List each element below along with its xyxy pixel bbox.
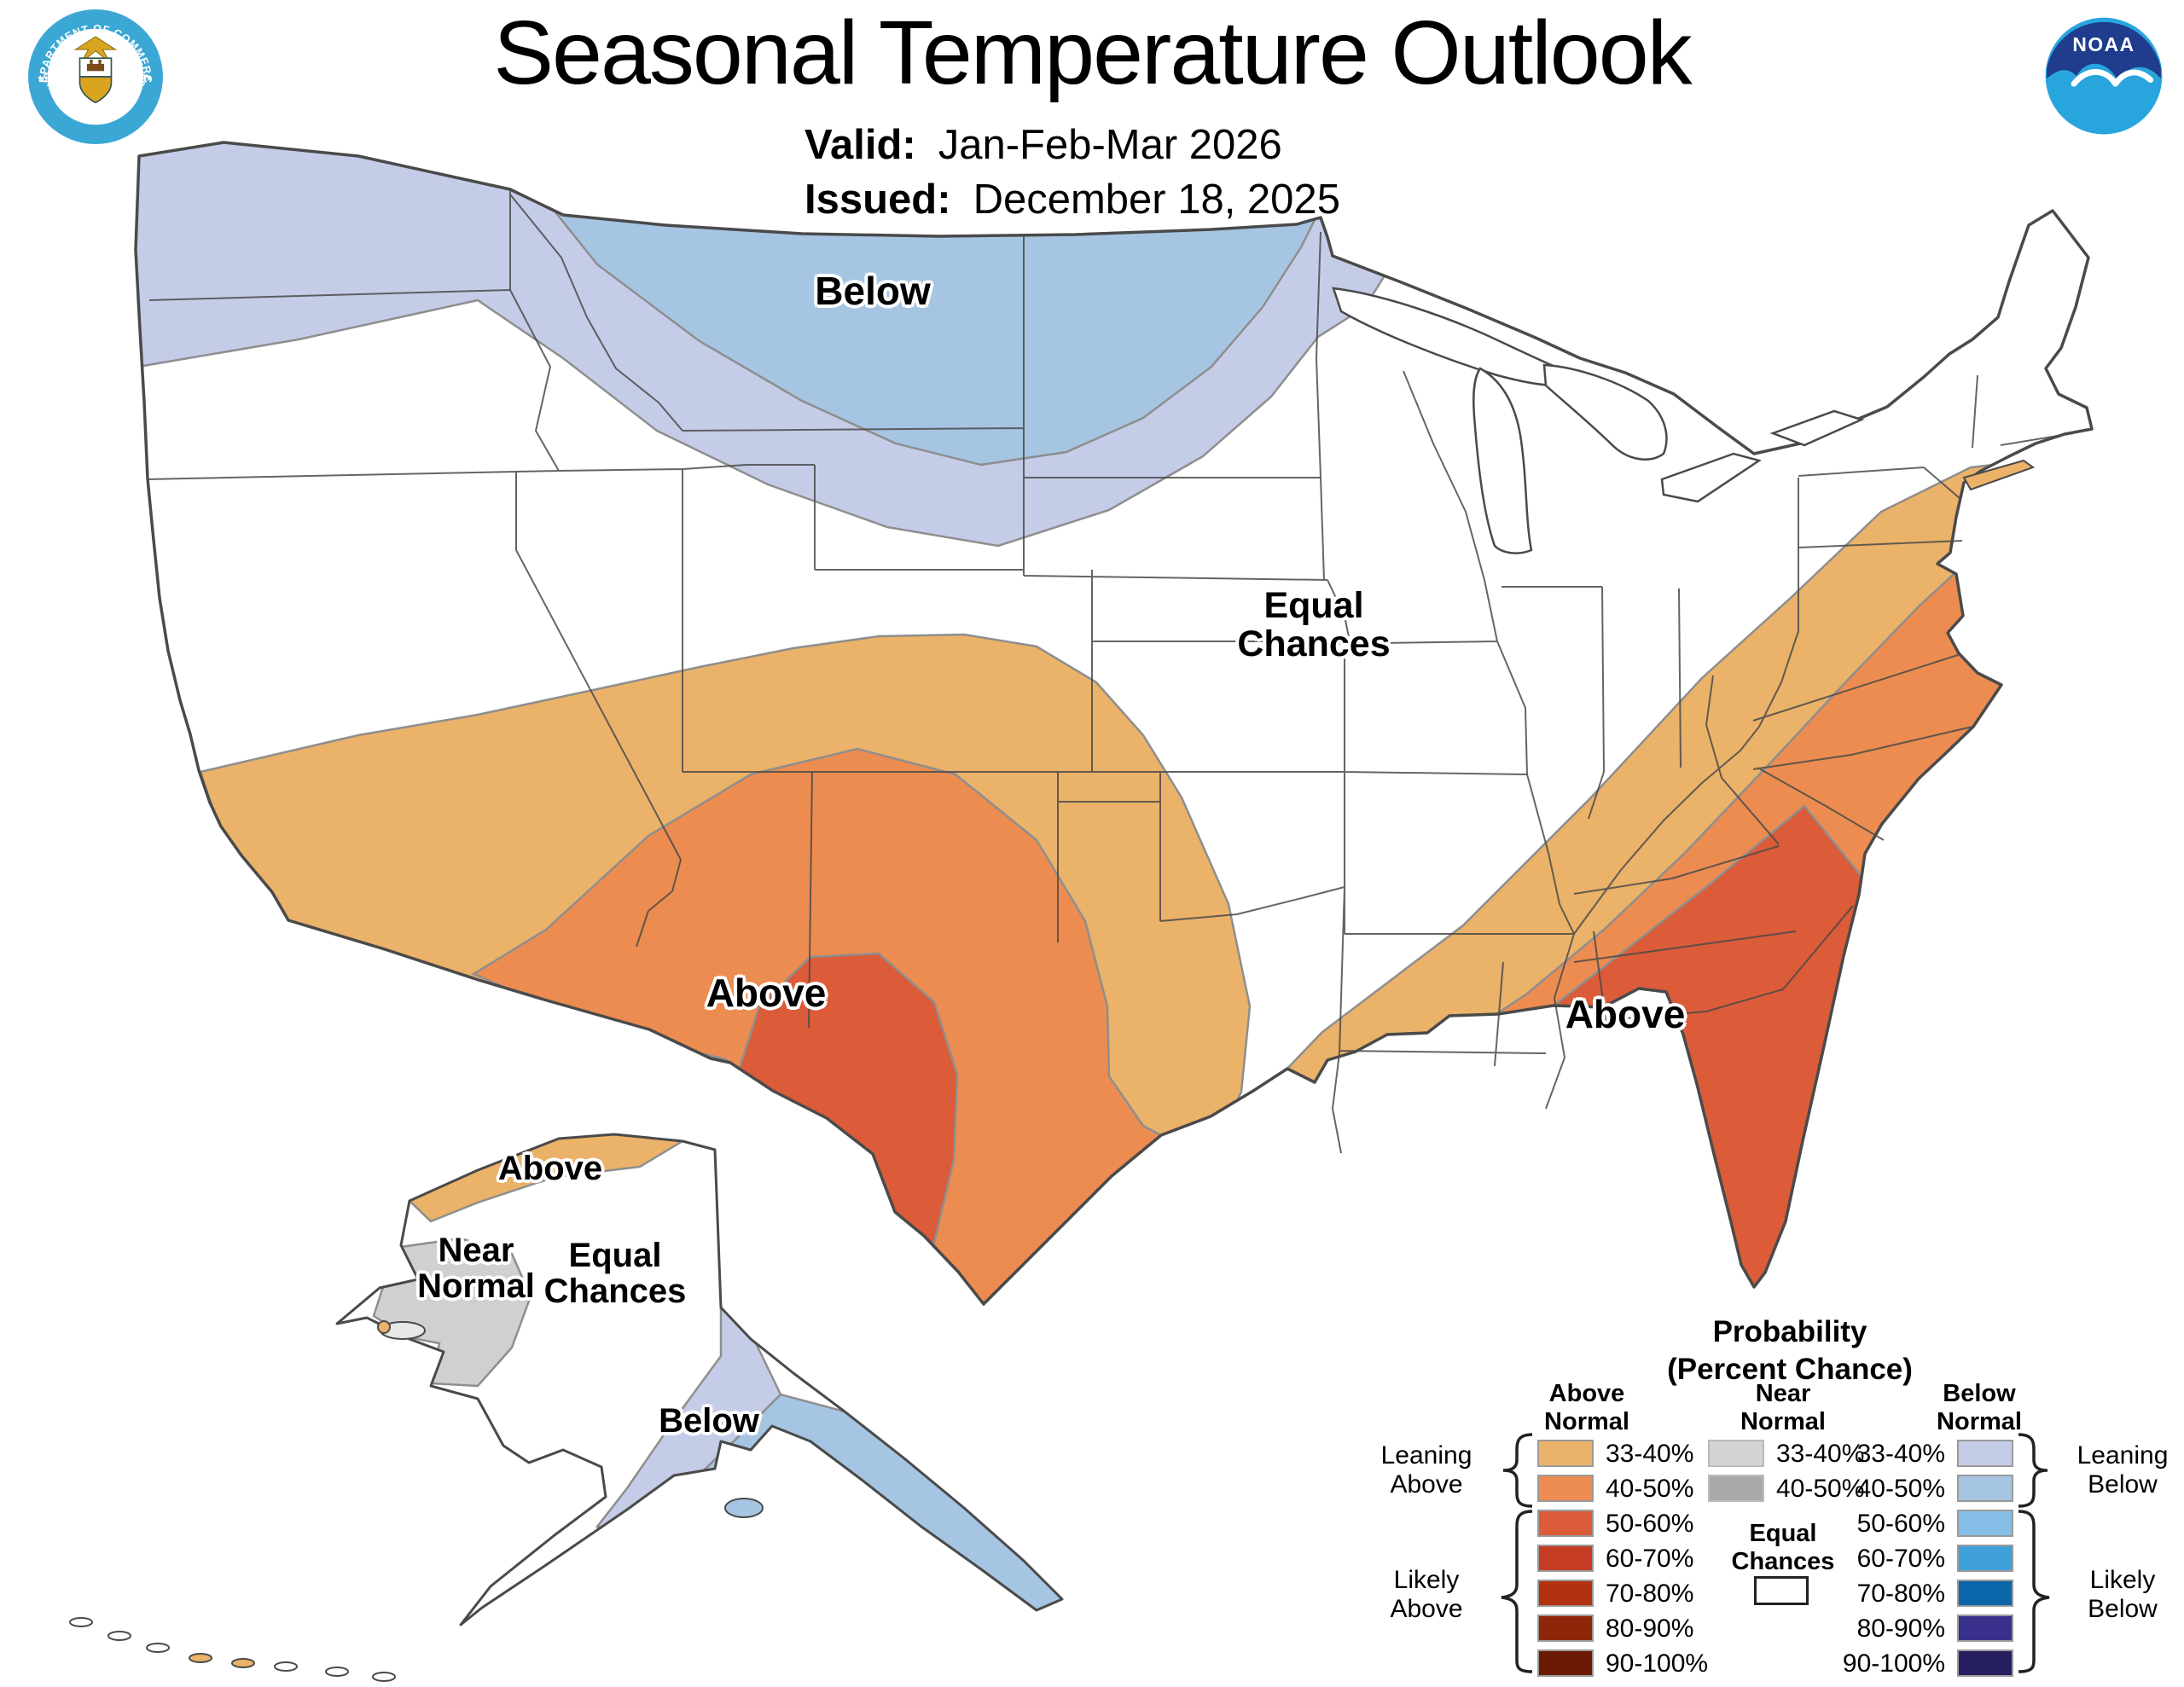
label-below-conus: Below [815,269,931,313]
state-boundaries [146,189,2074,1154]
legend-chip-above-60-70 [1537,1545,1594,1572]
legend-bracket-likely-below: Likely Below [2088,1566,2158,1623]
lake-ontario [1769,409,1865,447]
legend-range-near-40-50: 40-50% [1776,1475,1865,1503]
legend-chip-near-40-50 [1708,1475,1764,1502]
label-above-southeast: Above [1565,992,1686,1036]
legend-range-below-33-40: 33-40% [1856,1440,1945,1468]
legend-range-above-33-40: 33-40% [1606,1440,1694,1468]
legend-chip-above-50-60 [1537,1510,1594,1537]
legend-header-above: Above Normal [1544,1380,1629,1436]
alaska-islands [69,1320,764,1682]
page-title: Seasonal Temperature Outlook [493,3,1692,103]
issued-row: Issued: December 18, 2025 [804,176,1340,223]
legend-range-below-60-70: 60-70% [1856,1545,1945,1573]
legend-braces [1501,1433,2050,1673]
legend-range-above-50-60: 50-60% [1606,1510,1694,1538]
valid-row: Valid: Jan-Feb-Mar 2026 [804,121,1282,169]
legend-chip-below-70-80 [1957,1580,2013,1607]
brace-leaning-below [2018,1433,2048,1508]
doc-seal-star-right: ★ [146,74,154,84]
legend-chip-below-80-90 [1957,1615,2013,1642]
issued-value: December 18, 2025 [973,177,1340,223]
brace-likely-above [1501,1510,1533,1673]
label-ak-near-normal: Near Normal [417,1232,535,1305]
legend-bracket-leaning-above: Leaning Above [1380,1441,1472,1499]
legend-range-near-33-40: 33-40% [1776,1440,1865,1468]
legend-header-below: Below Normal [1937,1380,2022,1436]
legend-range-below-40-50: 40-50% [1856,1475,1945,1503]
legend-range-below-80-90: 80-90% [1856,1615,1945,1643]
legend-range-above-70-80: 70-80% [1606,1580,1694,1608]
legend-range-below-70-80: 70-80% [1856,1580,1945,1608]
doc-seal-star-left: ★ [37,74,44,84]
doc-seal-logo: DEPARTMENT OF COMMERCE UNITED STATES OF … [24,5,163,144]
legend-title: Probability (Percent Chance) [1667,1315,1913,1386]
legend-range-above-40-50: 40-50% [1606,1475,1694,1503]
legend-chip-below-50-60 [1957,1510,2013,1537]
label-above-west: Above [706,971,827,1015]
doc-eagle-shield-icon [73,36,118,104]
brace-leaning-above [1502,1433,1533,1508]
noaa-logo-text: NOAA [2072,33,2135,55]
noaa-logo: NOAA [2045,17,2163,135]
legend-chip-above-70-80 [1537,1580,1594,1607]
valid-label: Valid: [804,122,916,168]
legend-chip-near-33-40 [1708,1440,1764,1467]
legend-chip-above-33-40 [1537,1440,1594,1467]
label-ak-above: Above [497,1150,603,1187]
label-equal-chances-conus: Equal Chances [1237,585,1391,664]
legend-chip-below-90-100 [1957,1649,2013,1677]
legend-chip-above-40-50 [1537,1475,1594,1502]
seagull-icon [2071,69,2154,87]
valid-value: Jan-Feb-Mar 2026 [938,122,1282,168]
legend-range-below-50-60: 50-60% [1856,1510,1945,1538]
legend-equal-chances: Equal Chances [1731,1520,1835,1576]
legend-chip-above-90-100 [1537,1649,1594,1677]
label-ak-below: Below [659,1402,759,1440]
brace-likely-below [2018,1510,2050,1673]
lake-erie [1660,452,1762,503]
legend-chip-equal-chances [1754,1576,1809,1605]
legend-bracket-leaning-below: Leaning Below [2077,1441,2169,1499]
conus-outline [134,141,2094,1306]
legend-chip-below-40-50 [1957,1475,2013,1502]
long-island [1962,459,2036,491]
lake-superior [1332,287,1583,386]
alaska-outline [335,1133,1064,1626]
legend-range-above-60-70: 60-70% [1606,1545,1694,1573]
label-ak-equal-chances: Equal Chances [543,1237,687,1310]
great-lakes [1332,287,1865,554]
lake-huron [1542,363,1668,461]
legend-header-near: Near Normal [1740,1380,1826,1436]
legend-range-above-80-90: 80-90% [1606,1615,1694,1643]
legend-chip-below-60-70 [1957,1545,2013,1572]
legend-range-below-90-100: 90-100% [1842,1649,1945,1678]
legend-chip-below-33-40 [1957,1440,2013,1467]
issued-label: Issued: [804,177,951,223]
lake-michigan [1472,367,1533,554]
legend-range-above-90-100: 90-100% [1606,1649,1709,1678]
legend-chip-above-80-90 [1537,1615,1594,1642]
legend-bracket-likely-above: Likely Above [1390,1566,1463,1623]
